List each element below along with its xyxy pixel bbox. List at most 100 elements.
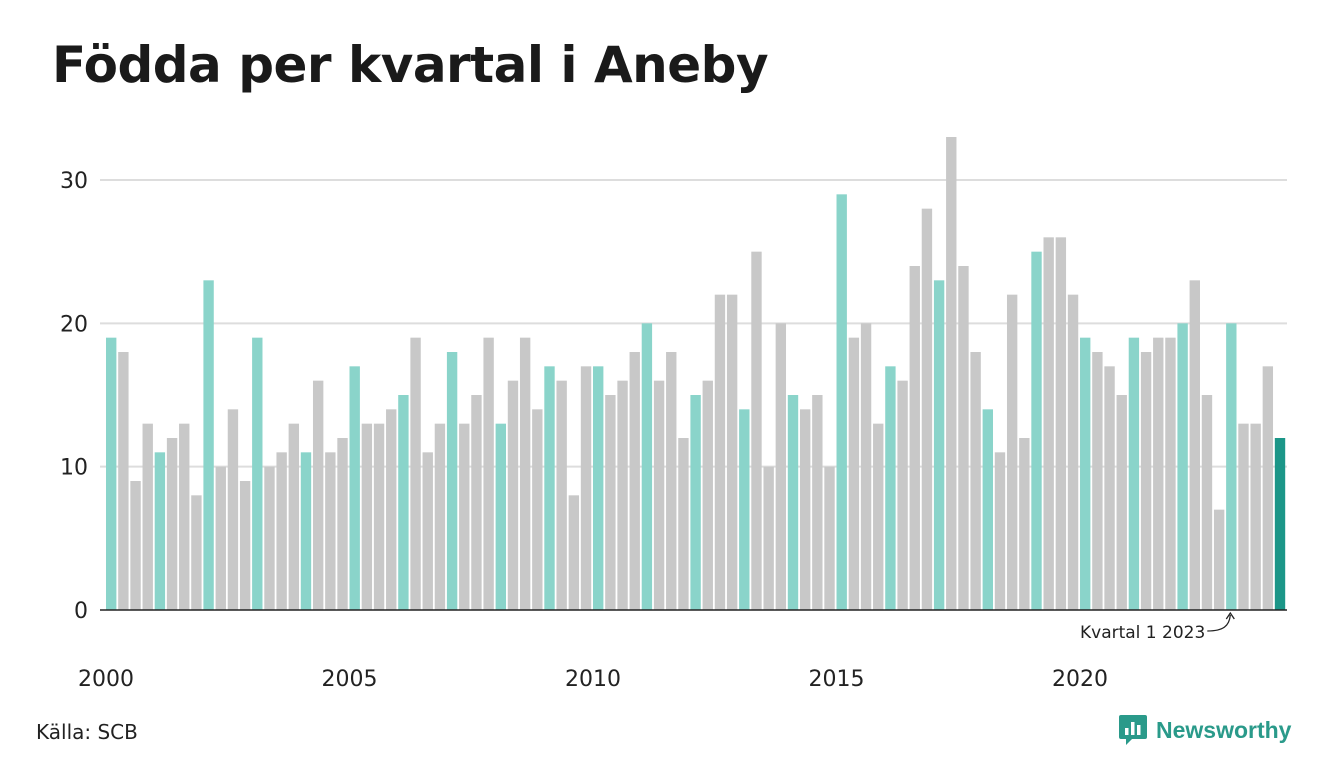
bar bbox=[1019, 438, 1030, 610]
bar bbox=[909, 266, 920, 610]
x-tick-label: 2020 bbox=[1052, 667, 1108, 692]
bar bbox=[312, 380, 324, 610]
bar bbox=[252, 337, 263, 610]
bar bbox=[544, 366, 555, 610]
bar bbox=[276, 452, 287, 610]
bar bbox=[897, 380, 908, 610]
bar bbox=[812, 395, 823, 610]
bar bbox=[1128, 337, 1140, 610]
bar bbox=[921, 208, 933, 611]
bar bbox=[130, 481, 141, 610]
chart-title: Födda per kvartal i Aneby bbox=[52, 36, 769, 94]
bar bbox=[690, 395, 701, 610]
bar bbox=[459, 423, 470, 610]
bar bbox=[605, 395, 616, 610]
bar bbox=[1067, 294, 1079, 610]
bar bbox=[142, 423, 153, 610]
brand-logo: Newsworthy bbox=[1118, 713, 1291, 747]
bar bbox=[1043, 237, 1054, 610]
bar bbox=[166, 438, 178, 610]
annotation-arrowhead bbox=[1225, 611, 1235, 620]
bar bbox=[1226, 323, 1237, 610]
bar bbox=[519, 337, 531, 610]
bar bbox=[154, 452, 166, 610]
bar bbox=[787, 395, 799, 610]
x-tick-label: 2000 bbox=[78, 667, 134, 692]
bar bbox=[763, 466, 774, 610]
bar bbox=[653, 380, 665, 610]
bar bbox=[410, 337, 421, 610]
bar bbox=[1104, 366, 1115, 610]
bars bbox=[106, 137, 1286, 611]
bar bbox=[885, 366, 896, 610]
bar bbox=[483, 337, 494, 610]
bar bbox=[836, 194, 847, 610]
bar bbox=[288, 423, 300, 610]
bar bbox=[1189, 280, 1200, 610]
y-tick-label: 30 bbox=[60, 169, 88, 194]
bar bbox=[1250, 423, 1261, 610]
bar bbox=[1031, 251, 1042, 611]
bar bbox=[982, 409, 993, 610]
annotation-label: Kvartal 1 2023 bbox=[1080, 623, 1205, 643]
bar bbox=[678, 438, 689, 610]
bar bbox=[933, 280, 945, 610]
bar bbox=[239, 481, 251, 610]
bar bbox=[1080, 337, 1091, 610]
bar bbox=[325, 452, 336, 610]
bar bbox=[191, 495, 202, 610]
bar bbox=[1274, 438, 1286, 610]
bar bbox=[264, 466, 275, 610]
y-tick-label: 10 bbox=[60, 456, 88, 481]
bar bbox=[666, 352, 677, 610]
bar bbox=[970, 352, 981, 610]
bar bbox=[739, 409, 750, 610]
bar bbox=[495, 423, 506, 610]
bar bbox=[471, 395, 482, 610]
bar bbox=[118, 352, 129, 610]
bar bbox=[946, 137, 957, 610]
bar bbox=[1055, 237, 1067, 610]
x-tick-label: 2015 bbox=[809, 667, 865, 692]
bar bbox=[507, 380, 519, 610]
bar bbox=[434, 423, 446, 610]
bar bbox=[726, 294, 738, 610]
bar bbox=[106, 337, 117, 610]
y-tick-label: 20 bbox=[60, 312, 88, 337]
bar bbox=[824, 466, 835, 610]
bar bbox=[1165, 337, 1176, 610]
bar bbox=[179, 423, 190, 610]
bar bbox=[994, 452, 1006, 610]
x-tick-label: 2010 bbox=[565, 667, 621, 692]
bar bbox=[751, 251, 762, 611]
bar bbox=[1092, 352, 1103, 610]
bar bbox=[446, 352, 458, 610]
bar bbox=[629, 352, 640, 610]
brand-name: Newsworthy bbox=[1156, 716, 1292, 743]
bar bbox=[300, 452, 312, 610]
source-label: Källa: SCB bbox=[36, 720, 138, 744]
bar bbox=[398, 395, 409, 610]
bar bbox=[532, 409, 543, 610]
bar bbox=[1177, 323, 1188, 610]
bar bbox=[568, 495, 580, 610]
bar bbox=[860, 323, 872, 610]
bar bbox=[641, 323, 653, 610]
bar bbox=[958, 266, 969, 610]
bar bbox=[593, 366, 604, 610]
annotation-arrow bbox=[1207, 614, 1231, 632]
bar bbox=[1116, 395, 1127, 610]
bar bbox=[337, 438, 348, 610]
bar bbox=[1213, 509, 1225, 610]
bar bbox=[203, 280, 214, 610]
y-tick-label: 0 bbox=[74, 599, 88, 624]
x-tick-label: 2005 bbox=[322, 667, 378, 692]
bar bbox=[215, 466, 226, 610]
bar bbox=[1006, 294, 1018, 610]
bar bbox=[1153, 337, 1164, 610]
bar bbox=[422, 452, 433, 610]
bar bbox=[702, 380, 713, 610]
bar bbox=[775, 323, 787, 610]
x-axis-ticks: 2000 2005 2010 2015 2020 bbox=[78, 667, 1108, 692]
